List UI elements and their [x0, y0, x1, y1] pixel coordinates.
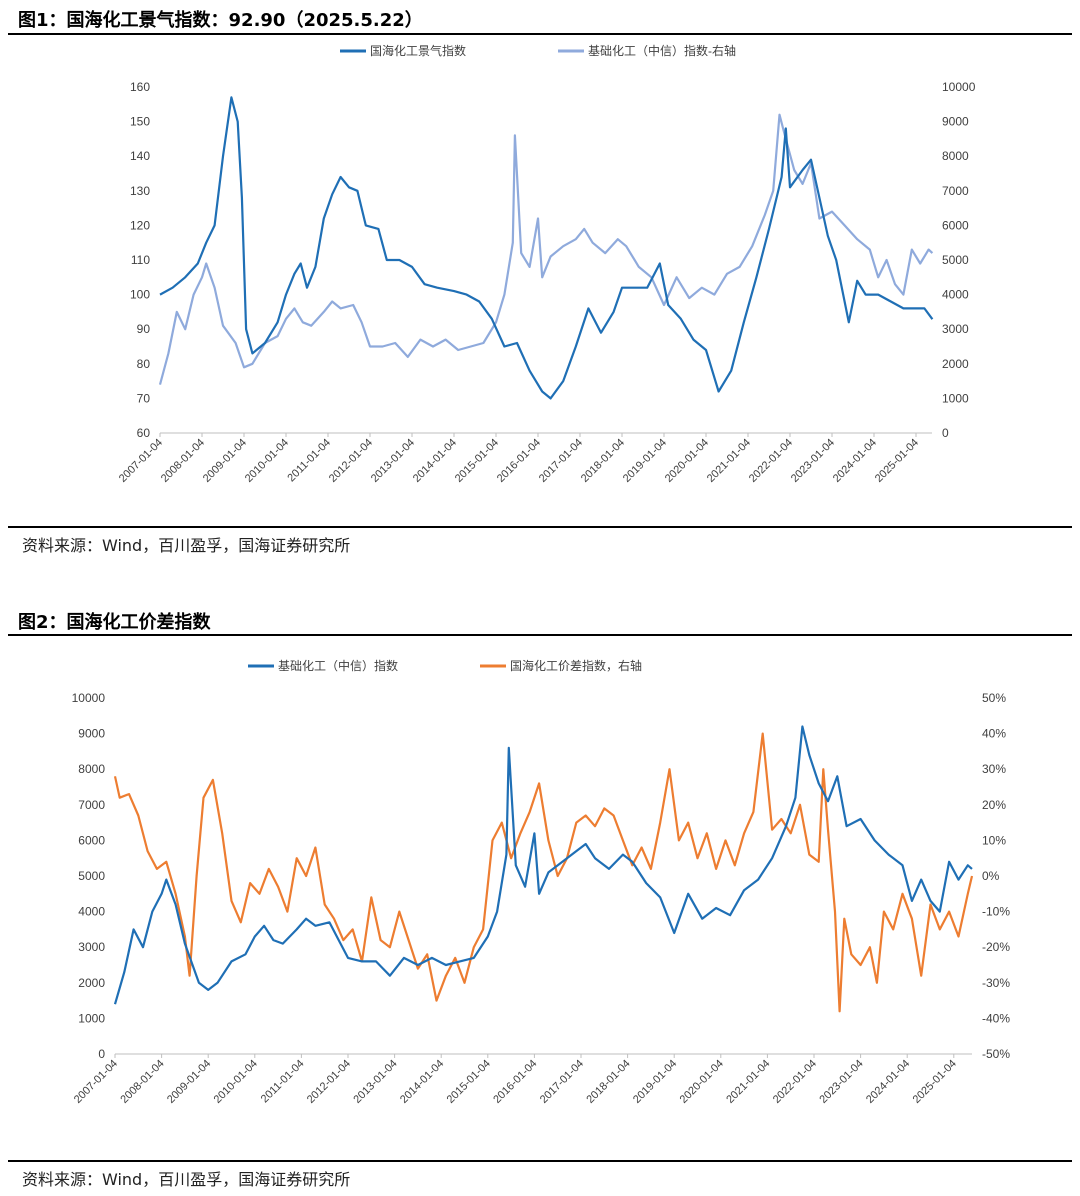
y-left-tick-label: 3000 [78, 940, 105, 954]
y-left-tick-label: 0 [98, 1047, 105, 1061]
y-left-tick-label: 120 [130, 218, 150, 232]
x-tick-label: 2023-01-04 [817, 1058, 865, 1106]
x-tick-label: 2020-01-04 [663, 437, 711, 485]
y-left-tick-label: 90 [137, 322, 151, 336]
y-right-tick-label: 4000 [942, 288, 969, 302]
x-tick-label: 2023-01-04 [789, 437, 837, 485]
figure-2-source: 资料来源：Wind，百川盈孚，国海证券研究所 [22, 1166, 350, 1190]
y-right-tick-label: 7000 [942, 184, 969, 198]
x-tick-label: 2014-01-04 [398, 1058, 446, 1106]
y-left-tick-label: 5000 [78, 869, 105, 883]
x-tick-label: 2008-01-04 [118, 1058, 166, 1106]
x-tick-label: 2020-01-04 [678, 1058, 726, 1106]
y-right-tick-label: 9000 [942, 115, 969, 129]
x-tick-label: 2012-01-04 [327, 437, 375, 485]
y-right-tick-label: 1000 [942, 391, 969, 405]
x-tick-label: 2025-01-04 [911, 1058, 959, 1106]
y-right-tick-label: 2000 [942, 357, 969, 371]
chart-1: 国海化工景气指数 基础化工（中信）指数-右轴 60 70 80 90 100 110 120 13… [0, 35, 1080, 525]
y-right-tick-label: -30% [982, 976, 1010, 990]
y-left-tick-label: 4000 [78, 905, 105, 919]
x-tick-label: 2025-01-04 [873, 437, 921, 485]
x-tick-label: 2011-01-04 [259, 1058, 307, 1106]
y-left-tick-label: 2000 [78, 976, 105, 990]
x-tick-label: 2019-01-04 [631, 1058, 679, 1106]
x-tick-label: 2010-01-04 [243, 437, 291, 485]
figure-1-bottom-rule [8, 526, 1072, 528]
x-tick-label: 2016-01-04 [491, 1058, 539, 1106]
legend-label-2: 国海化工价差指数，右轴 [510, 658, 642, 673]
figure-2-bottom-rule [8, 1160, 1072, 1162]
x-tick-label: 2013-01-04 [351, 1058, 399, 1106]
x-tick-label: 2009-01-04 [165, 1058, 213, 1106]
y-left-tick-label: 130 [130, 184, 150, 198]
series-line-2 [115, 734, 972, 1012]
y-left-tick-label: 150 [130, 115, 150, 129]
y-right-tick-label: -50% [982, 1047, 1010, 1061]
x-tick-label: 2009-01-04 [201, 437, 249, 485]
x-tick-label: 2017-01-04 [538, 1058, 586, 1106]
x-tick-label: 2015-01-04 [453, 437, 501, 485]
figure-2-title: 图2：国海化工价差指数 [18, 608, 211, 634]
y-left-tick-label: 110 [131, 253, 150, 267]
figure-1-source: 资料来源：Wind，百川盈孚，国海证券研究所 [22, 532, 350, 556]
y-left-tick-label: 160 [130, 80, 150, 94]
y-right-tick-label: 50% [982, 691, 1006, 705]
x-tick-label: 2013-01-04 [369, 437, 417, 485]
series-line-2 [160, 115, 932, 385]
y-right-tick-label: 3000 [942, 322, 969, 336]
x-tick-label: 2007-01-04 [117, 437, 165, 485]
y-right-tick-label: -20% [982, 940, 1010, 954]
x-tick-label: 2022-01-04 [747, 437, 795, 485]
y-right-tick-label: -10% [982, 905, 1010, 919]
y-right-tick-label: 0 [942, 426, 949, 440]
x-tick-label: 2018-01-04 [579, 437, 627, 485]
y-left-tick-label: 8000 [78, 762, 105, 776]
x-tick-label: 2024-01-04 [864, 1058, 912, 1106]
x-tick-label: 2021-01-04 [705, 437, 753, 485]
x-tick-label: 2024-01-04 [831, 437, 879, 485]
legend-label-1: 基础化工（中信）指数 [278, 658, 398, 673]
x-tick-label: 2011-01-04 [285, 437, 333, 485]
x-tick-label: 2016-01-04 [495, 437, 543, 485]
y-left-tick-label: 70 [137, 391, 151, 405]
y-left-tick-label: 60 [137, 426, 151, 440]
x-tick-label: 2007-01-04 [72, 1058, 120, 1106]
y-left-tick-label: 6000 [78, 833, 105, 847]
y-right-tick-label: 20% [982, 798, 1006, 812]
figure-1-title: 图1：国海化工景气指数：92.90（2025.5.22） [18, 6, 423, 32]
x-tick-label: 2018-01-04 [584, 1058, 632, 1106]
legend-label-1: 国海化工景气指数 [370, 43, 466, 58]
y-right-tick-label: 5000 [942, 253, 969, 267]
y-right-tick-label: 30% [982, 762, 1006, 776]
y-right-tick-label: 0% [982, 869, 1000, 883]
y-right-tick-label: 10% [982, 833, 1006, 847]
series-line-1 [115, 727, 972, 1005]
y-left-tick-label: 7000 [78, 798, 105, 812]
x-tick-label: 2019-01-04 [621, 437, 669, 485]
x-tick-label: 2017-01-04 [537, 437, 585, 485]
chart-2: 基础化工（中信）指数 国海化工价差指数，右轴 0 1000 2000 3000 4000 50… [0, 636, 1080, 1156]
y-left-tick-label: 9000 [78, 727, 105, 741]
y-right-tick-label: 40% [982, 727, 1006, 741]
y-left-tick-label: 10000 [72, 691, 106, 705]
y-left-tick-label: 140 [130, 149, 150, 163]
x-tick-label: 2015-01-04 [445, 1058, 493, 1106]
y-right-tick-label: 8000 [942, 149, 969, 163]
x-tick-label: 2014-01-04 [411, 437, 459, 485]
y-left-tick-label: 80 [137, 357, 151, 371]
y-right-tick-label: 10000 [942, 80, 976, 94]
x-tick-label: 2008-01-04 [159, 437, 207, 485]
x-tick-label: 2021-01-04 [724, 1058, 772, 1106]
y-left-tick-label: 1000 [78, 1011, 105, 1025]
series-line-1 [160, 97, 932, 398]
x-tick-label: 2022-01-04 [771, 1058, 819, 1106]
y-right-tick-label: 6000 [942, 218, 969, 232]
x-tick-label: 2012-01-04 [305, 1058, 353, 1106]
y-right-tick-label: -40% [982, 1011, 1010, 1025]
legend-label-2: 基础化工（中信）指数-右轴 [588, 43, 736, 58]
y-left-tick-label: 100 [130, 288, 150, 302]
x-tick-label: 2010-01-04 [212, 1058, 260, 1106]
